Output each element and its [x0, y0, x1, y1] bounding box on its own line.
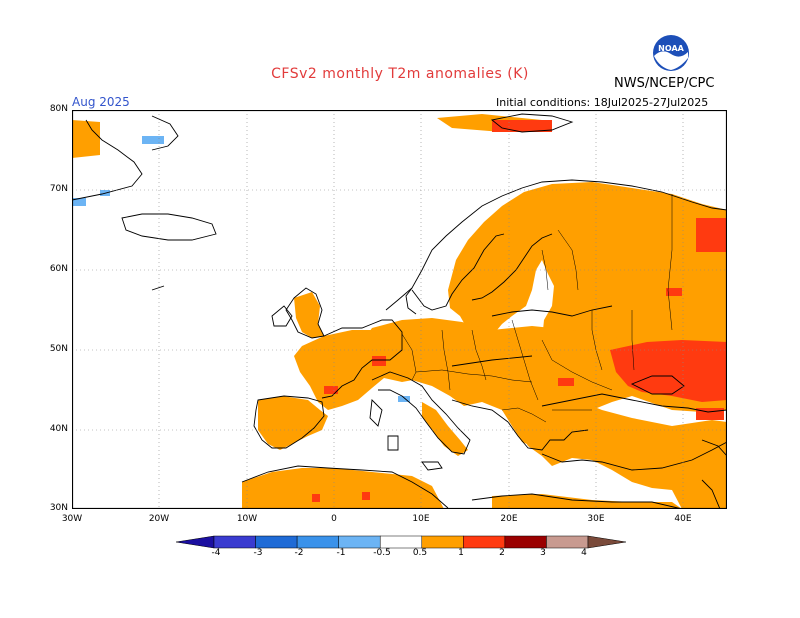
colorbar-segment: [546, 535, 589, 549]
lat-label: 40N: [49, 424, 68, 434]
lon-label: 30W: [61, 514, 83, 524]
lon-label: 40E: [674, 514, 692, 524]
colorbar-segment: [504, 535, 547, 549]
colorbar-label: -2: [294, 548, 304, 558]
colorbar-label: 0.5: [412, 548, 428, 558]
lat-label: 60N: [49, 264, 68, 274]
lat-label: 80N: [49, 104, 68, 114]
coastlines: [72, 113, 727, 509]
agency-label: NWS/NCEP/CPC: [614, 76, 715, 91]
lon-label: 20W: [148, 514, 170, 524]
map-title: CFSv2 monthly T2m anomalies (K): [271, 66, 529, 82]
lat-label: 30N: [49, 503, 68, 513]
colorbar-label: -0.5: [373, 548, 391, 558]
map-frame: [72, 110, 727, 509]
logo-text: NOAA: [658, 44, 684, 53]
colorbar-label: -1: [336, 548, 346, 558]
colorbar-label: -4: [211, 548, 221, 558]
lon-label: 10E: [412, 514, 430, 524]
lat-label: 50N: [49, 344, 68, 354]
colorbar-segment: [463, 535, 506, 549]
colorbar-label: 2: [499, 548, 505, 558]
colorbar-segment: [255, 535, 298, 549]
noaa-logo-icon: NOAA: [652, 34, 690, 72]
colorbar-segment: [338, 535, 381, 549]
colorbar: [176, 535, 626, 549]
lon-label: 30E: [587, 514, 605, 524]
lon-label: 20E: [500, 514, 518, 524]
colorbar-label: 4: [581, 548, 587, 558]
country-borders: [401, 194, 673, 423]
lat-label: 70N: [49, 184, 68, 194]
graticule: [72, 110, 727, 509]
colorbar-segment: [213, 535, 256, 549]
anomaly-map: [72, 110, 727, 509]
colorbar-label: -3: [253, 548, 263, 558]
colorbar-arrow-left: [176, 535, 215, 549]
colorbar-label: 1: [458, 548, 464, 558]
lon-label: 10W: [236, 514, 258, 524]
colorbar-segment: [421, 535, 464, 549]
colorbar-arrow-right: [587, 535, 626, 549]
colorbar-segment: [379, 535, 423, 549]
forecast-month: Aug 2025: [72, 95, 130, 109]
initial-conditions: Initial conditions: 18Jul2025-27Jul2025: [496, 96, 709, 109]
colorbar-label: 3: [540, 548, 546, 558]
colorbar-segment: [296, 535, 339, 549]
lon-label: 0: [331, 514, 337, 524]
